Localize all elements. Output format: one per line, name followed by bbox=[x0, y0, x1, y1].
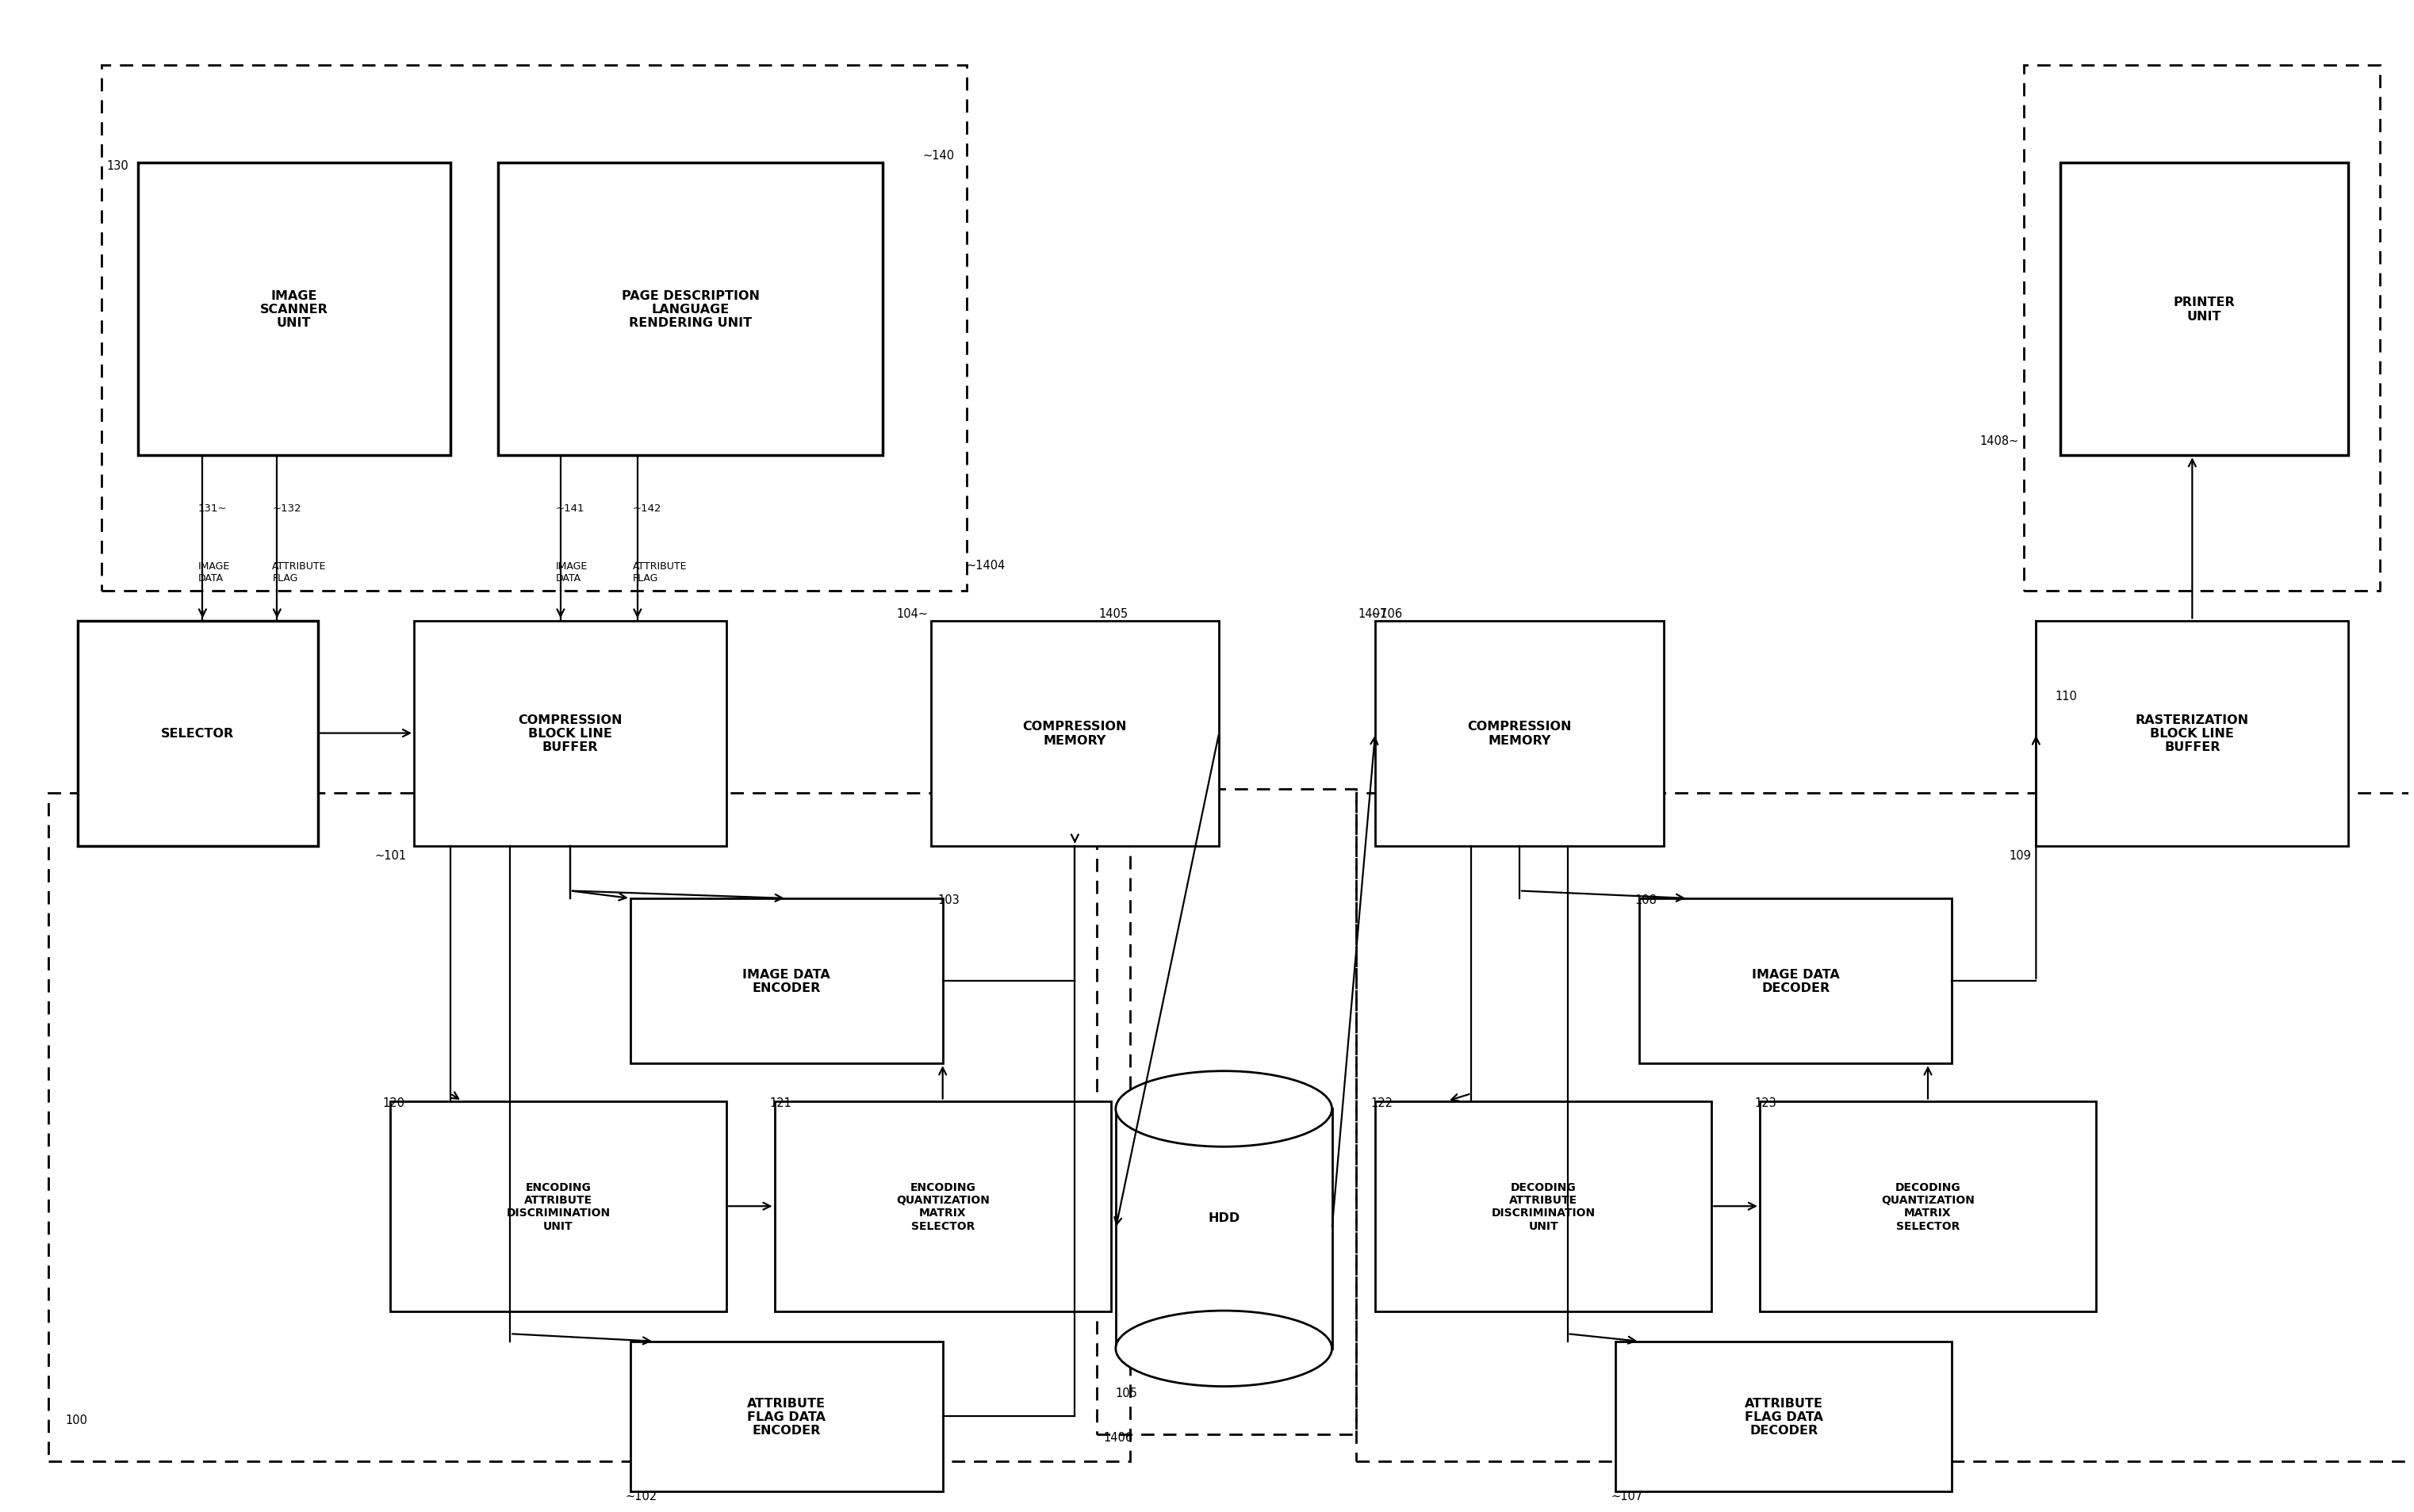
Bar bbox=[630, 1341, 944, 1491]
Bar bbox=[2035, 621, 2349, 847]
Text: ~140: ~140 bbox=[922, 150, 954, 162]
Bar bbox=[415, 621, 727, 847]
Text: ~142: ~142 bbox=[632, 503, 661, 514]
Text: 1406: 1406 bbox=[1103, 1432, 1132, 1444]
Text: PAGE DESCRIPTION
LANGUAGE
RENDERING UNIT: PAGE DESCRIPTION LANGUAGE RENDERING UNIT bbox=[620, 290, 760, 330]
Text: 108: 108 bbox=[1634, 894, 1656, 906]
Bar bbox=[48, 794, 1130, 1462]
Text: 130: 130 bbox=[106, 160, 128, 172]
Bar bbox=[391, 1101, 727, 1311]
Bar bbox=[2023, 65, 2380, 591]
Ellipse shape bbox=[1115, 1070, 1333, 1148]
Text: ~107: ~107 bbox=[1610, 1489, 1642, 1501]
Text: DECODING
QUANTIZATION
MATRIX
SELECTOR: DECODING QUANTIZATION MATRIX SELECTOR bbox=[1881, 1181, 1975, 1231]
Text: ENCODING
ATTRIBUTE
DISCRIMINATION
UNIT: ENCODING ATTRIBUTE DISCRIMINATION UNIT bbox=[507, 1181, 611, 1231]
Text: ~1404: ~1404 bbox=[966, 559, 1007, 572]
Bar bbox=[77, 621, 319, 847]
Bar bbox=[775, 1101, 1110, 1311]
Text: ~101: ~101 bbox=[374, 850, 408, 860]
Text: IMAGE
DATA: IMAGE DATA bbox=[198, 561, 229, 584]
Bar bbox=[138, 163, 449, 455]
Text: 1405: 1405 bbox=[1098, 608, 1127, 620]
Text: IMAGE
DATA: IMAGE DATA bbox=[555, 561, 587, 584]
Text: RASTERIZATION
BLOCK LINE
BUFFER: RASTERIZATION BLOCK LINE BUFFER bbox=[2136, 714, 2250, 753]
Text: DECODING
ATTRIBUTE
DISCRIMINATION
UNIT: DECODING ATTRIBUTE DISCRIMINATION UNIT bbox=[1492, 1181, 1596, 1231]
Bar bbox=[1760, 1101, 2095, 1311]
Text: 103: 103 bbox=[939, 894, 961, 906]
Bar bbox=[1115, 1108, 1333, 1349]
Text: ATTRIBUTE
FLAG DATA
DECODER: ATTRIBUTE FLAG DATA DECODER bbox=[1745, 1397, 1823, 1436]
Text: ENCODING
QUANTIZATION
MATRIX
SELECTOR: ENCODING QUANTIZATION MATRIX SELECTOR bbox=[896, 1181, 990, 1231]
Bar bbox=[2059, 163, 2349, 455]
Text: IMAGE
SCANNER
UNIT: IMAGE SCANNER UNIT bbox=[261, 290, 328, 330]
Text: COMPRESSION
MEMORY: COMPRESSION MEMORY bbox=[1468, 721, 1572, 747]
Text: SELECTOR: SELECTOR bbox=[162, 727, 234, 739]
Text: COMPRESSION
MEMORY: COMPRESSION MEMORY bbox=[1024, 721, 1127, 747]
Bar bbox=[1376, 1101, 1712, 1311]
Text: HDD: HDD bbox=[1207, 1211, 1241, 1223]
Text: ~102: ~102 bbox=[625, 1489, 657, 1501]
Bar bbox=[932, 621, 1219, 847]
Text: IMAGE DATA
ENCODER: IMAGE DATA ENCODER bbox=[744, 968, 830, 993]
Text: 120: 120 bbox=[384, 1096, 406, 1108]
Text: ~132: ~132 bbox=[273, 503, 302, 514]
Text: 105: 105 bbox=[1115, 1387, 1137, 1399]
Text: ~106: ~106 bbox=[1371, 608, 1403, 620]
Text: COMPRESSION
BLOCK LINE
BUFFER: COMPRESSION BLOCK LINE BUFFER bbox=[519, 714, 623, 753]
Text: 1407: 1407 bbox=[1359, 608, 1388, 620]
Text: ~141: ~141 bbox=[555, 503, 584, 514]
Text: 104~: 104~ bbox=[896, 608, 929, 620]
Bar bbox=[1357, 794, 2414, 1462]
Bar bbox=[1096, 789, 1357, 1435]
Text: 100: 100 bbox=[65, 1414, 87, 1426]
Ellipse shape bbox=[1115, 1311, 1333, 1387]
Bar bbox=[101, 65, 966, 591]
Text: IMAGE DATA
DECODER: IMAGE DATA DECODER bbox=[1753, 968, 1839, 993]
Text: ATTRIBUTE
FLAG: ATTRIBUTE FLAG bbox=[632, 561, 688, 584]
Bar bbox=[630, 898, 944, 1064]
Text: 122: 122 bbox=[1371, 1096, 1393, 1108]
Bar bbox=[1376, 621, 1663, 847]
Bar bbox=[1639, 898, 1953, 1064]
Text: PRINTER
UNIT: PRINTER UNIT bbox=[2173, 296, 2235, 322]
Text: ATTRIBUTE
FLAG: ATTRIBUTE FLAG bbox=[273, 561, 326, 584]
Text: 109: 109 bbox=[2008, 850, 2030, 860]
Text: 1408~: 1408~ bbox=[1979, 435, 2018, 446]
Bar bbox=[497, 163, 884, 455]
Text: ATTRIBUTE
FLAG DATA
ENCODER: ATTRIBUTE FLAG DATA ENCODER bbox=[748, 1397, 826, 1436]
Bar bbox=[1615, 1341, 1953, 1491]
Text: 121: 121 bbox=[770, 1096, 792, 1108]
Text: 131~: 131~ bbox=[198, 503, 227, 514]
Text: 123: 123 bbox=[1755, 1096, 1777, 1108]
Text: 110: 110 bbox=[2054, 689, 2078, 702]
